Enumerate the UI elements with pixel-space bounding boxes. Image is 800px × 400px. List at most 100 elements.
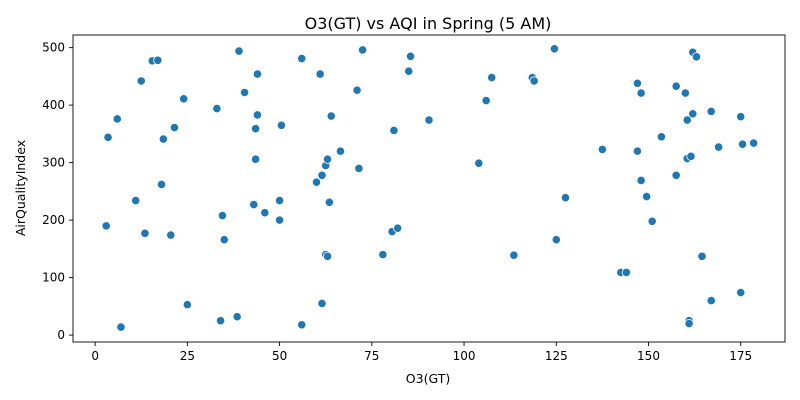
- scatter-point: [260, 208, 270, 218]
- scatter-point: [684, 319, 694, 329]
- scatter-point: [252, 110, 263, 120]
- x-tick-label: 75: [364, 349, 379, 363]
- x-tick-label: 50: [272, 349, 287, 363]
- scatter-point: [736, 287, 746, 298]
- scatter-point: [234, 46, 244, 56]
- scatter-point: [136, 76, 146, 86]
- x-tick-label: 0: [91, 349, 99, 363]
- y-tick-label: 200: [42, 213, 65, 227]
- scatter-point: [632, 78, 643, 88]
- scatter-point: [219, 235, 229, 245]
- plot-frame: [72, 34, 786, 343]
- scatter-point: [680, 88, 690, 98]
- scatter-point: [636, 175, 646, 186]
- scatter-point: [103, 132, 113, 142]
- x-tick-label: 100: [453, 349, 476, 363]
- scatter-point: [737, 139, 748, 149]
- x-tick-label: 175: [729, 349, 752, 363]
- scatter-point: [713, 142, 724, 152]
- scatter-point: [297, 53, 307, 64]
- scatter-point: [252, 69, 263, 79]
- scatter-point: [101, 221, 111, 231]
- scatter-point: [153, 55, 163, 65]
- chart-title: O3(GT) vs AQI in Spring (5 AM): [305, 14, 552, 33]
- scatter-point: [156, 179, 167, 190]
- scatter-point: [315, 69, 325, 79]
- scatter-point: [736, 112, 746, 122]
- scatter-point: [686, 151, 696, 161]
- scatter-point: [217, 210, 228, 221]
- y-tick-label: 300: [42, 156, 65, 170]
- scatter-point: [597, 144, 607, 155]
- scatter-point: [140, 228, 150, 238]
- scatter-point: [509, 250, 519, 260]
- scatter-point: [352, 85, 362, 95]
- y-tick-label: 0: [57, 328, 65, 342]
- scatter-point: [481, 95, 491, 106]
- scatter-point: [274, 195, 285, 206]
- scatter-point: [551, 235, 561, 245]
- scatter-point: [706, 106, 716, 117]
- scatter-point: [322, 154, 333, 164]
- scatter-point: [182, 300, 192, 310]
- scatter-point: [671, 81, 681, 91]
- scatter-point: [249, 199, 259, 210]
- scatter-point: [317, 298, 327, 309]
- scatter-point: [671, 170, 681, 180]
- scatter-point: [647, 216, 657, 226]
- scatter-point: [322, 251, 333, 261]
- scatter-point: [405, 51, 416, 61]
- scatter-point: [166, 230, 176, 240]
- scatter-point: [621, 267, 631, 278]
- scatter-point: [424, 115, 434, 125]
- scatter-point: [389, 125, 399, 136]
- scatter-point: [474, 158, 484, 168]
- scatter-point: [378, 250, 388, 260]
- scatter-point: [311, 177, 322, 187]
- scatter-point: [354, 163, 364, 173]
- scatter-point: [691, 52, 702, 62]
- scatter-point: [560, 193, 571, 203]
- scatter-point: [706, 296, 716, 306]
- scatter-point: [549, 44, 560, 54]
- scatter-point: [232, 312, 242, 322]
- scatter-point: [393, 223, 403, 233]
- scatter-point: [239, 87, 250, 98]
- scatter-point: [215, 316, 226, 326]
- scatter-point: [112, 114, 122, 124]
- x-tick-label: 25: [180, 349, 195, 363]
- scatter-point: [297, 320, 307, 330]
- plot-area: [101, 44, 759, 332]
- scatter-point: [357, 45, 368, 55]
- scatter-point: [688, 109, 698, 119]
- y-axis-ticks: 0 100 200 300 400 500: [42, 41, 73, 342]
- x-tick-label: 125: [545, 349, 568, 363]
- scatter-point: [326, 111, 336, 121]
- scatter-point: [116, 322, 126, 332]
- y-tick-label: 100: [42, 271, 65, 285]
- scatter-point: [169, 122, 180, 133]
- scatter-point: [274, 215, 285, 225]
- scatter-point: [131, 195, 141, 206]
- scatter-point: [632, 146, 643, 156]
- scatter-point: [179, 94, 189, 104]
- scatter-point: [642, 191, 652, 202]
- scatter-point: [682, 115, 692, 125]
- scatter-point: [487, 72, 497, 83]
- scatter-point: [276, 120, 287, 130]
- scatter-point: [158, 134, 168, 144]
- scatter-point: [656, 132, 667, 142]
- scatter-point: [212, 103, 222, 114]
- x-tick-label: 150: [637, 349, 660, 363]
- scatter-point: [251, 124, 261, 134]
- scatter-point: [636, 88, 646, 98]
- scatter-point: [324, 197, 334, 207]
- y-tick-label: 500: [42, 41, 65, 55]
- scatter-point: [317, 170, 327, 180]
- scatter-point: [697, 251, 707, 261]
- scatter-point: [529, 76, 539, 86]
- scatter-point: [335, 146, 346, 156]
- scatter-point: [404, 66, 414, 76]
- y-axis-label: AirQualityIndex: [13, 140, 28, 236]
